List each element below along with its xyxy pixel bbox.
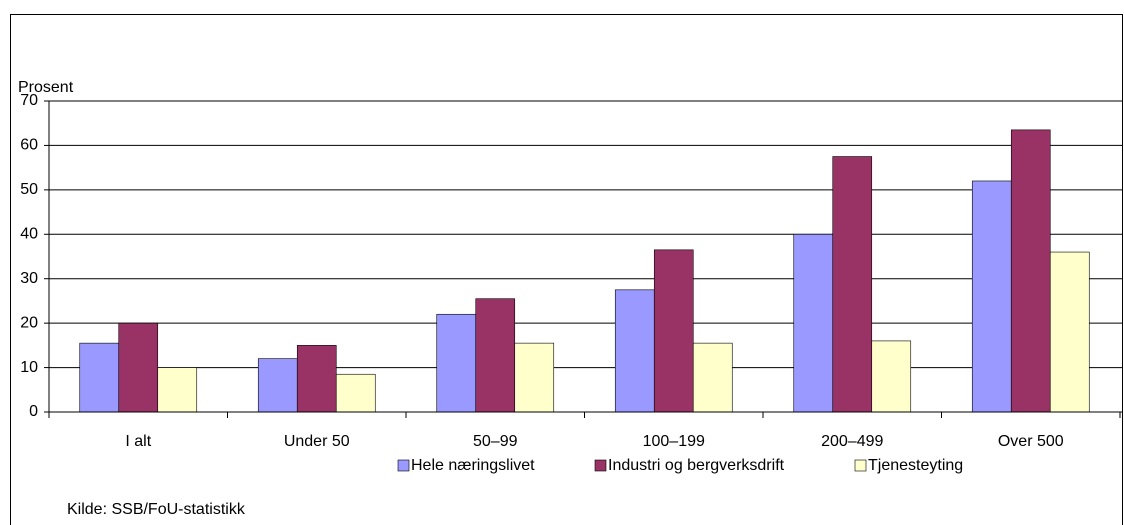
- y-tick-label: 20: [20, 314, 38, 331]
- bar: [118, 322, 159, 413]
- y-tick-label: 60: [20, 137, 38, 154]
- legend-swatch: [854, 459, 867, 472]
- legend-label: Industri og bergverksdrift: [608, 457, 785, 474]
- legend-swatch: [594, 459, 607, 472]
- x-tick-label: 50–99: [473, 433, 518, 450]
- bar: [157, 367, 198, 413]
- y-tick-label: 10: [20, 359, 38, 376]
- legend-swatch: [397, 459, 410, 472]
- bar: [79, 342, 120, 413]
- x-tick-label: 200–499: [821, 433, 883, 450]
- y-axis-label: Prosent: [18, 79, 74, 96]
- y-tick-label: 70: [20, 92, 38, 109]
- bar: [335, 373, 376, 413]
- bar: [514, 342, 555, 413]
- x-tick-label: Over 500: [998, 433, 1064, 450]
- bar: [793, 233, 834, 413]
- y-tick-label: 0: [29, 403, 38, 420]
- bar: [871, 340, 912, 413]
- bar: [436, 313, 477, 413]
- bar: [692, 342, 733, 413]
- x-tick-label: 100–199: [643, 433, 705, 450]
- bar: [257, 358, 298, 413]
- legend-label: Tjenesteyting: [868, 457, 963, 474]
- chart-border: [10, 14, 1123, 525]
- x-tick-label: Under 50: [284, 433, 350, 450]
- bar: [971, 180, 1012, 413]
- bar: [296, 345, 337, 413]
- y-tick-label: 50: [20, 181, 38, 198]
- bar: [1049, 251, 1090, 413]
- bar: [1010, 129, 1051, 413]
- x-tick-label: I alt: [125, 433, 151, 450]
- source-note: Kilde: SSB/FoU-statistikk: [67, 501, 246, 518]
- legend-label: Hele næringslivet: [411, 457, 535, 474]
- bar: [653, 249, 694, 413]
- bar: [614, 289, 655, 413]
- bar: [832, 156, 873, 413]
- y-tick-label: 30: [20, 270, 38, 287]
- bar: [475, 298, 516, 413]
- y-tick-label: 40: [20, 226, 38, 243]
